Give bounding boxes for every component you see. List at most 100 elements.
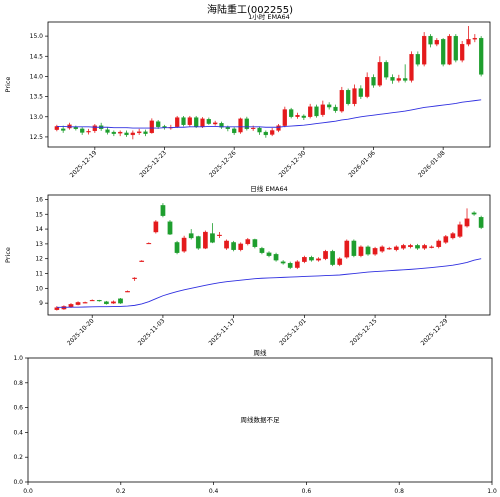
candle-body [422, 245, 427, 249]
candle-body [384, 62, 389, 78]
candle-body [460, 44, 465, 61]
candle [371, 74, 376, 88]
candle-body [443, 236, 449, 243]
candle-body [280, 261, 286, 264]
candle-body [225, 127, 230, 130]
candle [82, 301, 88, 304]
candle-body [213, 122, 218, 125]
y-tick-label: 0.4 [13, 429, 23, 436]
candle [137, 128, 142, 135]
candle [287, 261, 293, 270]
y-tick-label: 12.5 [30, 134, 44, 141]
candle-body [434, 39, 439, 45]
candle-body [167, 221, 173, 235]
candle [441, 38, 446, 67]
candle [210, 223, 215, 244]
candle-body [447, 35, 452, 65]
candle-body [386, 248, 392, 250]
x-tick-label: 0.4 [209, 488, 219, 495]
candle-body [428, 35, 433, 45]
candle [181, 235, 187, 253]
candle [409, 51, 414, 83]
candle-body [333, 106, 338, 111]
candle [238, 117, 243, 134]
x-tick-label: 0.2 [116, 488, 126, 495]
candle-body [125, 291, 130, 293]
candle-body [137, 131, 142, 134]
candle [346, 88, 351, 106]
candle-body [238, 118, 243, 133]
candle [194, 115, 199, 129]
candle [118, 297, 123, 304]
candle [153, 220, 159, 234]
candle [111, 300, 116, 304]
ema-line [56, 99, 482, 129]
candle [344, 239, 350, 259]
candle-body [393, 246, 399, 250]
candle-body [323, 251, 328, 259]
candle-body [464, 218, 470, 227]
y-tick-label: 1.0 [13, 355, 23, 362]
chart-panel-1: 1小时 EMA64 12.5 13.0 13.5 14.0 14.5 15.0 Price 20… [4, 12, 491, 179]
candle [460, 40, 465, 63]
candle-body [396, 78, 401, 81]
candle-body [401, 245, 406, 249]
candle [276, 124, 281, 133]
candle [401, 243, 406, 250]
candle-body [409, 54, 414, 81]
candle [143, 129, 148, 137]
candle [323, 249, 328, 261]
candle-body [92, 125, 97, 132]
candle-body [436, 240, 442, 248]
candle-body [270, 130, 275, 135]
y-tick-label: 13 [35, 241, 43, 248]
candle-body [206, 119, 211, 124]
x-tick-label: 1.0 [487, 488, 497, 495]
candle-body [301, 115, 306, 118]
candle [450, 232, 456, 240]
y-tick-label: 14.0 [30, 73, 44, 80]
candle-body [181, 117, 186, 125]
candle-body [244, 118, 249, 130]
candle [187, 115, 192, 127]
candle-body [263, 131, 268, 136]
candle [339, 86, 344, 113]
candle-body [75, 302, 81, 305]
candle-body [472, 37, 477, 40]
y-axis-label: Price [4, 77, 12, 93]
candle [174, 240, 180, 255]
candle-body [415, 54, 420, 65]
candle [224, 239, 229, 250]
x-tick-label: 2025-12-30 [278, 149, 308, 179]
candle [320, 100, 325, 117]
candle [308, 103, 313, 119]
candle-body [224, 240, 229, 249]
x-tick-label: 0.6 [302, 488, 312, 495]
candle [422, 32, 427, 67]
candle-body [203, 231, 208, 249]
candle [80, 127, 85, 135]
candle [365, 72, 370, 99]
candle [181, 115, 186, 127]
candle-body [466, 39, 471, 45]
candle [333, 104, 338, 113]
candle [390, 74, 395, 84]
candle-body [73, 127, 78, 130]
candle-body [453, 35, 458, 61]
candle [365, 245, 371, 256]
candle-body [160, 205, 166, 216]
y-tick-label: 9 [39, 300, 43, 307]
candle [358, 85, 363, 100]
candle [96, 299, 102, 302]
candle-body [111, 131, 116, 134]
candle [422, 243, 427, 250]
y-tick-label: 12 [35, 256, 43, 263]
candle-body [238, 243, 244, 250]
candle-body [54, 307, 60, 310]
candle [266, 251, 272, 258]
candle [139, 260, 145, 262]
candle-body [80, 128, 85, 133]
candle [124, 130, 129, 137]
candle [301, 114, 306, 120]
